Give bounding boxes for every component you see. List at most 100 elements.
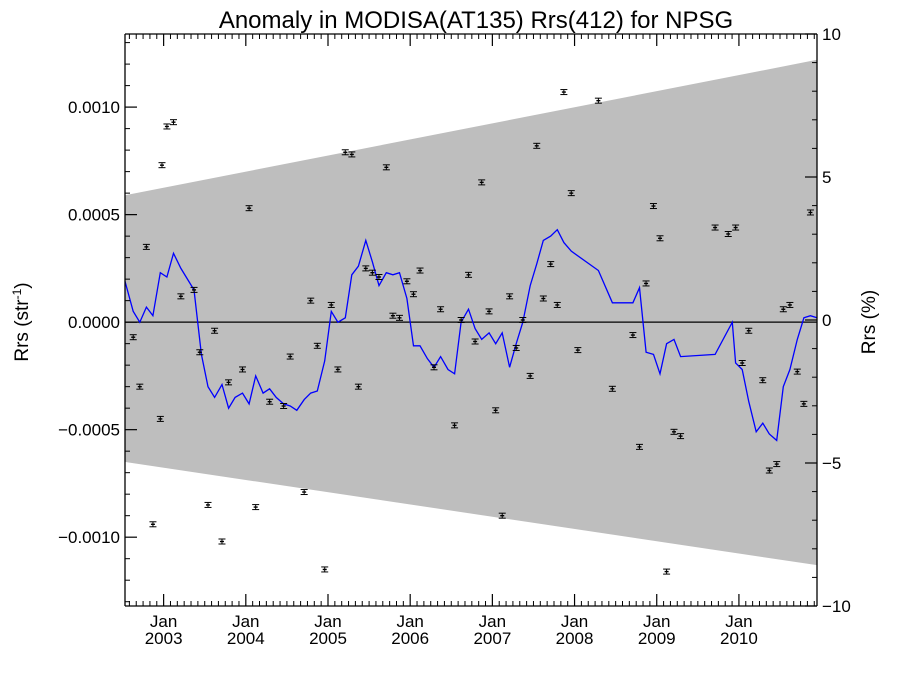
x-tick-month-label: Jan <box>314 612 341 631</box>
data-point <box>451 422 459 429</box>
y2-axis-label: Rrs (%) <box>859 290 880 354</box>
data-point <box>492 407 500 414</box>
data-point <box>177 293 185 300</box>
data-point <box>539 295 547 302</box>
y-axis-label-superscript: -1 <box>10 288 24 299</box>
x-tick-month-label: Jan <box>232 612 259 631</box>
data-point <box>533 142 541 149</box>
data-point <box>663 568 671 575</box>
x-tick-year-label: 2008 <box>556 629 594 648</box>
data-point <box>437 306 445 313</box>
data-point <box>239 366 247 373</box>
data-point <box>163 123 171 130</box>
data-point <box>560 89 568 96</box>
x-tick-year-label: 2004 <box>227 629 265 648</box>
data-point <box>670 428 678 435</box>
data-point <box>485 308 493 315</box>
data-point <box>478 179 486 186</box>
data-point <box>506 293 514 300</box>
y2-tick-label: 5 <box>822 168 831 187</box>
y-tick-label: 0.0005 <box>68 206 120 225</box>
smoothed-anomaly-line <box>124 228 818 442</box>
data-point <box>547 261 555 268</box>
data-point <box>745 327 753 334</box>
data-point <box>567 190 575 197</box>
data-point <box>300 489 308 496</box>
y-tick-label: −0.0005 <box>58 421 120 440</box>
data-point <box>225 379 233 386</box>
data-point <box>149 521 157 528</box>
data-point <box>773 461 781 468</box>
chart-title: Anomaly in MODISA(AT135) Rrs(412) for NP… <box>219 7 733 34</box>
data-point <box>759 377 767 384</box>
data-point <box>136 383 144 390</box>
data-point <box>142 243 150 250</box>
data-point <box>629 332 637 339</box>
data-point <box>635 443 643 450</box>
data-point <box>382 164 390 171</box>
data-point <box>375 273 383 280</box>
x-tick-month-label: Jan <box>479 612 506 631</box>
data-point <box>354 383 362 390</box>
y-axis-label-close: ) <box>12 282 33 288</box>
data-point <box>457 317 465 323</box>
data-point <box>711 224 719 231</box>
data-point <box>307 297 315 304</box>
x-tick-year-label: 2010 <box>720 629 758 648</box>
data-point <box>169 119 177 126</box>
data-point <box>553 301 561 308</box>
data-point <box>465 271 473 278</box>
data-point <box>190 286 198 293</box>
y2-tick-label: −5 <box>822 454 841 473</box>
data-point <box>211 327 219 334</box>
data-point <box>656 235 664 242</box>
data-point <box>252 504 260 511</box>
data-point <box>738 360 746 367</box>
data-point <box>498 512 506 519</box>
data-point <box>732 224 740 231</box>
x-tick-month-label: Jan <box>561 612 588 631</box>
data-point <box>677 433 685 440</box>
x-tick-month-label: Jan <box>643 612 670 631</box>
data-point <box>245 205 253 212</box>
data-point <box>793 368 801 375</box>
y-tick-label: 0.0000 <box>68 313 120 332</box>
x-tick-month-label: Jan <box>725 612 752 631</box>
data-point <box>321 566 329 573</box>
data-point <box>574 347 582 354</box>
x-tick-year-label: 2007 <box>473 629 511 648</box>
data-point <box>430 364 438 371</box>
data-point <box>348 151 356 158</box>
data-point <box>368 269 376 276</box>
x-tick-year-label: 2006 <box>391 629 429 648</box>
data-point <box>642 280 650 287</box>
data-point <box>724 230 732 237</box>
data-point <box>786 301 794 308</box>
uncertainty-band <box>125 59 817 566</box>
data-point <box>395 314 403 321</box>
data-point <box>327 301 335 308</box>
data-point <box>800 400 808 407</box>
data-point <box>266 398 274 405</box>
y-axis-label: Rrs (str-1) <box>10 282 33 361</box>
data-point <box>416 267 424 274</box>
data-point <box>526 372 534 379</box>
data-point <box>765 467 773 474</box>
y2-tick-label: −10 <box>822 597 851 616</box>
data-point <box>362 265 370 272</box>
y-axis-label-text: Rrs (str <box>12 299 33 362</box>
x-tick-month-label: Jan <box>396 612 423 631</box>
data-point <box>341 149 349 156</box>
data-point <box>608 385 616 392</box>
x-tick-year-label: 2009 <box>638 629 676 648</box>
data-point <box>196 349 204 356</box>
data-point <box>779 306 787 313</box>
data-point <box>334 366 342 373</box>
x-tick-month-label: Jan <box>150 612 177 631</box>
data-point <box>389 312 397 319</box>
data-point <box>519 317 527 323</box>
plot-area: 0.0010 0.0005 0.0000 −0.0005 −0.0010 10 5 0 −5 −1… <box>58 25 851 648</box>
data-point <box>313 342 321 349</box>
data-point <box>218 538 226 545</box>
